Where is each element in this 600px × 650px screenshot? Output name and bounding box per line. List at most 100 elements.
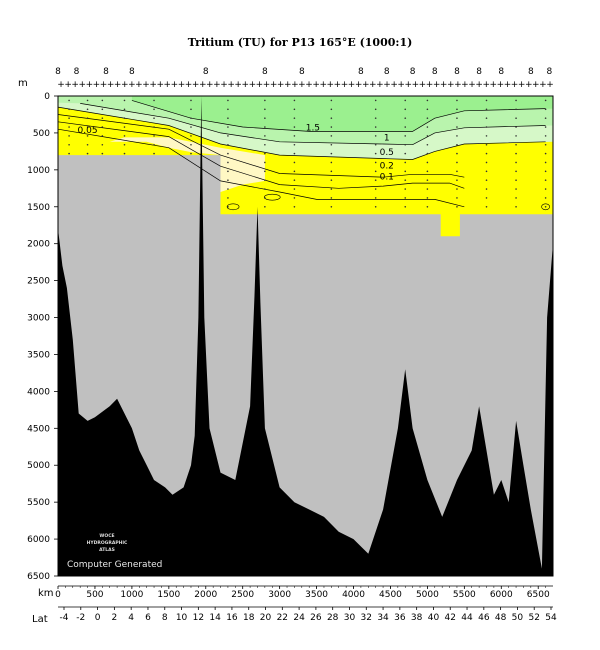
sample-point	[330, 170, 333, 173]
sample-point	[293, 179, 296, 181]
sample-point	[544, 205, 547, 208]
station-label: 8	[203, 67, 209, 77]
station-mark: +	[348, 80, 356, 90]
station-label: 8	[528, 67, 534, 77]
lat-tick-label: 22	[277, 613, 288, 623]
station-mark: +	[532, 80, 540, 90]
sample-point	[227, 135, 229, 137]
sample-point	[330, 205, 333, 208]
station-label: 8	[410, 67, 416, 77]
x-tick-label: 2000	[194, 590, 217, 600]
station-mark: +	[475, 80, 483, 90]
sample-point	[86, 152, 89, 155]
station-label: 8	[454, 67, 460, 77]
sample-point	[426, 170, 429, 173]
station-label: 8	[358, 67, 364, 77]
y-tick-label: 500	[33, 129, 50, 139]
sample-point	[544, 126, 547, 128]
lat-tick-label: 12	[193, 613, 204, 623]
sample-point	[293, 188, 296, 190]
contour-0.2	[57, 114, 465, 178]
sample-point	[190, 99, 192, 102]
sample-point	[374, 188, 377, 190]
sample-point	[485, 135, 488, 137]
lat-tick-label: 18	[243, 613, 255, 623]
y-tick-label: 4000	[27, 387, 50, 397]
sample-point	[86, 99, 89, 102]
sample-point	[426, 117, 429, 119]
y-axis-label: m	[18, 78, 28, 89]
lat-tick-label: 38	[411, 613, 423, 623]
sample-point	[101, 152, 104, 155]
sample-point	[123, 135, 126, 137]
sample-point	[330, 126, 333, 128]
sample-point	[485, 108, 488, 111]
sample-point	[330, 188, 333, 190]
sample-point	[86, 143, 89, 146]
sample-point	[515, 161, 517, 164]
contour-label: 1	[384, 133, 390, 143]
station-label: 8	[498, 67, 504, 77]
sample-point	[374, 161, 377, 164]
sample-point	[227, 188, 229, 190]
y-tick-label: 1500	[27, 203, 50, 213]
lat-tick-label: 24	[293, 613, 305, 623]
lat-tick-label: 26	[310, 613, 322, 623]
sample-point	[426, 205, 429, 208]
sample-point	[456, 188, 458, 190]
station-mark: +	[362, 80, 370, 90]
x-tick-label: 5500	[453, 590, 476, 600]
sample-point	[264, 188, 266, 190]
sample-point	[456, 143, 458, 146]
sample-point	[374, 152, 377, 155]
chart-title: Tritium (TU) for P13 165°E (1000:1)	[188, 36, 413, 49]
station-mark: +	[107, 80, 115, 90]
lat-tick-label: 4	[128, 613, 134, 623]
sample-point	[293, 108, 296, 111]
sample-point	[456, 126, 458, 128]
station-mark: +	[64, 80, 72, 90]
y-tick-label: 6500	[27, 572, 50, 582]
station-mark: +	[334, 80, 342, 90]
sample-point	[101, 99, 104, 102]
sample-point	[101, 117, 104, 119]
sample-point	[330, 152, 333, 155]
y-tick-label: 2500	[27, 277, 50, 287]
sample-point	[153, 143, 155, 146]
station-mark: +	[277, 80, 285, 90]
sample-point	[293, 135, 296, 137]
lat-tick-label: -2	[76, 613, 85, 623]
contour-patch	[541, 203, 550, 211]
sample-point	[264, 170, 266, 173]
station-mark: +	[263, 80, 271, 90]
station-mark: +	[433, 80, 441, 90]
station-mark: +	[426, 80, 434, 90]
station-mark: +	[185, 80, 193, 90]
station-mark: +	[241, 80, 249, 90]
sample-point	[227, 152, 229, 155]
lat-tick-label: 6	[145, 613, 151, 623]
sample-point	[456, 152, 458, 155]
lat-tick-label: 28	[327, 613, 339, 623]
station-mark: +	[461, 80, 469, 90]
y-tick-label: 2000	[27, 240, 50, 250]
station-mark: +	[440, 80, 448, 90]
station-mark: +	[149, 80, 157, 90]
sample-point	[227, 170, 229, 173]
sample-point	[404, 188, 407, 190]
lat-tick-label: 2	[112, 613, 118, 623]
station-mark: +	[135, 80, 143, 90]
sample-point	[86, 135, 89, 137]
sample-point	[330, 161, 333, 164]
contour-1	[80, 103, 546, 146]
sample-point	[293, 197, 296, 199]
sample-point	[515, 99, 517, 102]
sample-point	[456, 179, 458, 181]
contour-patch	[263, 193, 281, 201]
sample-point	[68, 126, 70, 128]
station-mark: +	[291, 80, 299, 90]
sample-point	[404, 205, 407, 208]
station-mark: +	[305, 80, 313, 90]
station-mark: +	[213, 80, 221, 90]
sample-point	[68, 152, 70, 155]
